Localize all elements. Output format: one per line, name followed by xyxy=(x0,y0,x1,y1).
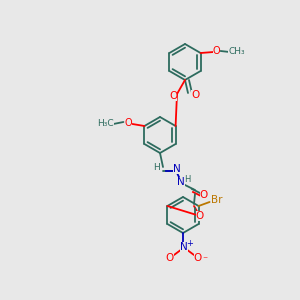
Text: CH₃: CH₃ xyxy=(228,47,245,56)
Text: O: O xyxy=(166,253,174,263)
Text: O: O xyxy=(213,46,220,56)
Text: O: O xyxy=(196,211,204,221)
Text: O: O xyxy=(191,90,199,100)
Text: Br: Br xyxy=(211,195,222,205)
Text: O: O xyxy=(124,118,132,128)
Text: N: N xyxy=(180,242,188,252)
Text: H: H xyxy=(184,175,190,184)
Text: O: O xyxy=(194,253,202,263)
Text: +: + xyxy=(187,239,194,248)
Text: H: H xyxy=(153,164,159,172)
Text: O: O xyxy=(169,91,177,101)
Text: ⁻: ⁻ xyxy=(202,255,208,265)
Text: O: O xyxy=(200,190,208,200)
Text: N: N xyxy=(177,177,185,187)
Text: N: N xyxy=(173,164,181,174)
Text: H₃C: H₃C xyxy=(97,119,114,128)
